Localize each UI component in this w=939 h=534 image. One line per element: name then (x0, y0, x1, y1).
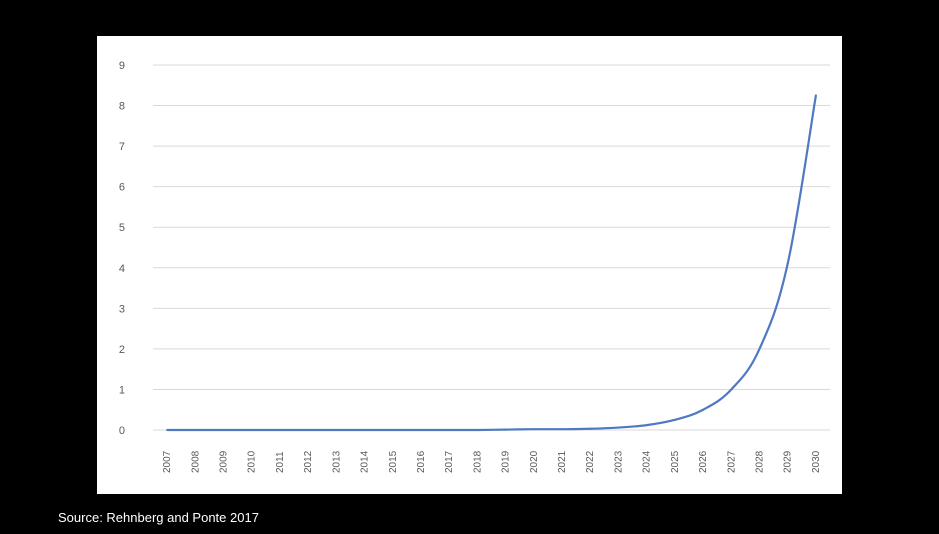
y-tick-label: 4 (119, 263, 125, 275)
data-point-2011 (278, 429, 281, 431)
data-point-2021 (561, 428, 564, 431)
x-tick-label: 2012 (303, 450, 314, 473)
x-tick-label: 2019 (501, 450, 512, 473)
y-tick-label: 5 (119, 222, 125, 234)
line-chart: 0 1 2 3 4 5 6 7 8 9 2007 2008 2009 2010 2011 2012 2013 2… (119, 60, 830, 473)
x-tick-label: 2027 (726, 450, 737, 473)
y-tick-label: 9 (119, 60, 125, 72)
x-tick-label: 2007 (162, 450, 173, 473)
data-point-2017 (448, 429, 451, 431)
data-point-2023 (617, 426, 620, 429)
y-tick-label: 8 (119, 101, 125, 113)
data-point-2008 (194, 429, 197, 431)
data-point-2012 (307, 429, 310, 431)
x-tick-label: 2010 (247, 450, 258, 473)
y-tick-label: 3 (119, 303, 125, 315)
data-point-2025 (673, 418, 676, 421)
data-point-2007 (166, 429, 169, 431)
data-point-2018 (476, 429, 479, 431)
x-tick-label: 2008 (190, 450, 201, 473)
y-tick-label: 7 (119, 141, 125, 153)
y-tick-label: 0 (119, 425, 125, 437)
x-tick-label: 2009 (219, 450, 230, 473)
x-tick-label: 2015 (388, 450, 399, 473)
data-point-2009 (222, 429, 225, 431)
data-point-2015 (391, 429, 394, 431)
data-point-2030 (814, 94, 817, 97)
data-point-2010 (250, 429, 253, 431)
x-tick-label: 2021 (557, 450, 568, 473)
data-point-2024 (645, 424, 648, 427)
x-tick-label: 2029 (783, 450, 794, 473)
data-point-2026 (702, 408, 705, 411)
x-tick-label: 2014 (360, 450, 371, 473)
x-tick-label: 2020 (529, 450, 540, 473)
y-tick-label: 6 (119, 182, 125, 194)
x-tick-label: 2024 (642, 450, 653, 473)
x-tick-label: 2011 (275, 451, 286, 473)
data-point-2027 (730, 388, 733, 391)
data-point-2013 (335, 429, 338, 431)
data-point-2028 (758, 347, 761, 350)
data-point-2016 (419, 429, 422, 431)
x-tick-label: 2013 (331, 450, 342, 473)
source-caption: Source: Rehnberg and Ponte 2017 (58, 510, 259, 525)
y-tick-label: 1 (119, 384, 125, 396)
x-tick-label: 2023 (613, 450, 624, 473)
data-point-2022 (589, 427, 592, 430)
x-tick-label: 2016 (416, 450, 427, 473)
data-point-2014 (363, 429, 366, 431)
data-point-2029 (786, 262, 789, 265)
x-tick-label: 2026 (698, 450, 709, 473)
x-tick-label: 2028 (754, 450, 765, 473)
x-tick-label: 2025 (670, 450, 681, 473)
data-point-2020 (532, 428, 535, 431)
x-tick-label: 2017 (444, 450, 455, 473)
x-tick-label: 2018 (472, 450, 483, 473)
x-tick-label: 2022 (585, 450, 596, 473)
series-line (167, 95, 817, 432)
x-tick-label: 2030 (811, 450, 822, 473)
y-tick-label: 2 (119, 344, 125, 356)
chart-panel: 0 1 2 3 4 5 6 7 8 9 2007 2008 2009 2010 2011 2012 2013 2… (97, 36, 842, 494)
data-point-2019 (504, 428, 507, 431)
